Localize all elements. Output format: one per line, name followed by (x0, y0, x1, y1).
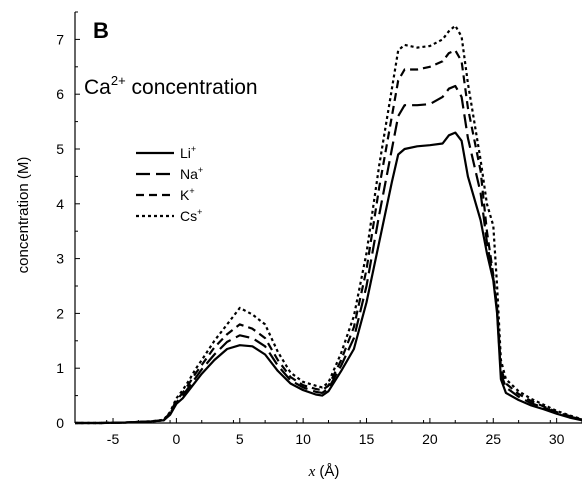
x-axis-title: x (Å) (308, 463, 340, 480)
ticks: -5 0 5 10 15 20 25 30 0 1 2 3 4 5 6 7 (56, 11, 582, 447)
x-tick-label: -5 (107, 431, 120, 447)
axes (74, 12, 582, 424)
series-line-li (75, 131, 582, 425)
y-axis-title: concentration (M) (15, 157, 32, 274)
x-tick-label: 30 (549, 431, 565, 447)
x-tick-label: 0 (173, 431, 181, 447)
y-tick-label: 6 (56, 86, 64, 102)
legend-label-na: Na+ (180, 165, 203, 182)
x-tick-label: 10 (295, 431, 311, 447)
x-tick-label: 5 (236, 431, 244, 447)
legend-label-k: K+ (180, 186, 195, 203)
chart-annotation: Ca2+ concentration (84, 73, 258, 99)
y-tick-label: 7 (56, 31, 64, 47)
plot-lines (75, 24, 582, 425)
y-tick-label: 0 (56, 415, 64, 431)
panel-label: B (93, 18, 109, 43)
y-tick-label: 2 (56, 305, 64, 321)
y-tick-label: 1 (56, 360, 64, 376)
y-tick-label: 3 (56, 251, 64, 267)
series-line-k (75, 49, 582, 425)
legend-label-li: Li+ (180, 144, 196, 161)
y-tick-label: 5 (56, 141, 64, 157)
series-line-cs (75, 24, 582, 425)
x-tick-label: 20 (422, 431, 438, 447)
series-line-na (75, 84, 582, 425)
y-tick-label: 4 (56, 196, 64, 212)
x-tick-label: 15 (359, 431, 375, 447)
legend: Li+ Na+ K+ Cs+ (136, 144, 203, 224)
legend-label-cs: Cs+ (180, 207, 202, 224)
x-tick-label: 25 (485, 431, 501, 447)
